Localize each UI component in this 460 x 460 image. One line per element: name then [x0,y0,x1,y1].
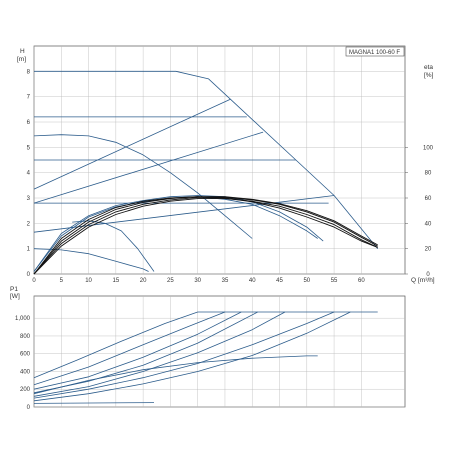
eff-y-tick-label: 20 [425,247,432,253]
efficiency-curve [33,196,378,275]
efficiency-curves [33,196,378,275]
power-y-tick-label: 600 [20,352,31,358]
power-y-tick-label: 200 [20,387,31,393]
head-curves [33,70,379,272]
head-grid [33,46,405,275]
head-axis-unit: [m] [17,56,26,63]
eff-y-tick-label: 60 [425,196,432,202]
power-curve [33,311,286,397]
head-y-tick-label: 6 [27,120,31,126]
eff-y-tick-label: 40 [425,221,432,227]
head-curve [33,196,318,272]
power-curve [33,311,226,386]
head-y-tick-label: 1 [27,247,31,253]
power-curve [33,402,155,404]
head-y-tick-label: 5 [27,145,31,151]
head-y-tick-label: 7 [27,95,31,101]
power-grid [33,296,405,408]
head-y-tick-label: 8 [27,69,31,75]
x-tick-label: 15 [112,278,119,284]
head-y-tick-label: 2 [27,221,31,227]
power-panel: 0 200 400 600 800 1,000 P1 [W] [10,286,406,411]
power-y-tick-label: 1,000 [15,316,31,322]
flow-axis-label: Q [411,277,416,284]
head-curve [33,131,264,204]
efficiency-curve [33,198,378,275]
power-axis-label: P1 [10,286,18,293]
efficiency-y-tick-labels: 0 20 40 60 80 100 [405,145,434,278]
eff-y-tick-label: 80 [425,171,432,177]
head-y-tick-labels: 0 1 2 3 4 5 6 7 8 [27,69,31,278]
power-curve [33,311,378,379]
head-curve [72,220,155,272]
power-curve [33,355,318,395]
power-y-tick-label: 400 [20,369,31,375]
x-tick-label: 20 [140,278,147,284]
x-tick-label: 50 [303,278,310,284]
title-box [345,46,405,57]
head-curve [33,195,324,272]
x-tick-label: 30 [194,278,201,284]
efficiency-curve [33,196,378,275]
power-y-tick-label: 800 [20,334,31,340]
power-y-tick-labels: 0 200 400 600 800 1,000 [15,316,31,411]
x-tick-label: 5 [60,278,64,284]
head-curve [33,134,253,239]
head-x-tick-labels: 0 5 10 15 20 25 30 35 40 45 50 55 60 [32,278,365,284]
power-curve [33,311,351,402]
head-axis-label: H [20,48,25,55]
efficiency-curve [33,196,378,275]
power-axis-unit: [W] [10,293,20,300]
x-tick-label: 10 [85,278,92,284]
power-curves [33,311,378,404]
x-tick-label: 40 [249,278,256,284]
eff-y-tick-label: 100 [423,145,434,151]
head-y-tick-label: 0 [27,272,31,278]
head-curve [33,195,335,233]
x-tick-label: 45 [276,278,283,284]
flow-axis-unit: [m³/h] [418,277,435,284]
power-curve [33,311,242,390]
chart-title: MAGNA1 100-60 F [349,50,400,56]
head-curve [33,248,149,272]
x-tick-label: 25 [167,278,174,284]
head-y-tick-label: 3 [27,196,31,202]
power-curve [33,311,335,399]
eff-y-tick-label: 0 [426,272,430,278]
efficiency-axis-unit: [%] [424,72,434,79]
x-tick-label: 55 [331,278,338,284]
x-tick-label: 60 [358,278,365,284]
efficiency-axis-label: eta [424,64,433,71]
head-curve [33,98,231,190]
x-tick-label: 0 [32,278,36,284]
power-y-tick-label: 0 [27,405,31,411]
x-tick-label: 35 [222,278,229,284]
power-curve [33,311,258,394]
head-y-tick-label: 4 [27,171,31,177]
